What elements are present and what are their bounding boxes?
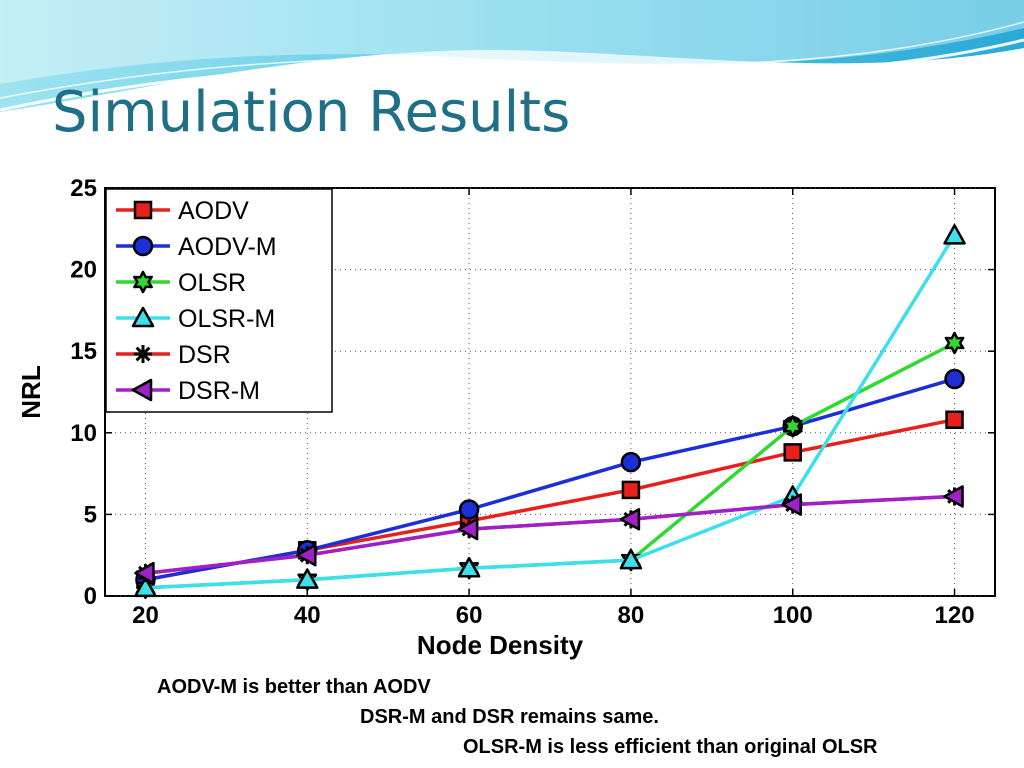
legend-label: AODV: [178, 197, 249, 225]
legend-label: OLSR-M: [178, 305, 275, 333]
x-axis-label: Node Density: [417, 630, 584, 660]
legend-box: [105, 188, 333, 413]
data-point-aodv: [945, 410, 964, 429]
data-point-aodv: [783, 443, 802, 462]
data-point-aodv-m: [944, 368, 965, 390]
data-point-dsr-m: [457, 517, 479, 541]
series-line-aodv-m: [145, 377, 955, 582]
legend: AODV AODV-M OLSR OLSR-M DSR DSR-M: [105, 188, 333, 413]
data-point-olsr-m: [457, 557, 481, 578]
data-point-aodv-m: [620, 451, 642, 473]
data-point-olsr-m: [296, 568, 319, 589]
data-point-olsr: [782, 415, 803, 438]
legend-marker: [131, 378, 153, 402]
series-line-dsr-m: [145, 494, 955, 575]
data-point-aodv: [621, 480, 641, 500]
legend-marker: [133, 200, 153, 220]
x-tick-label: 60: [456, 602, 483, 629]
note-aodv-m: AODV-M is better than AODV: [157, 676, 431, 698]
x-tick-label: 40: [294, 602, 321, 629]
legend-label: DSR: [178, 341, 231, 369]
x-tick-label: 100: [773, 602, 813, 629]
y-tick-label: 20: [70, 257, 97, 284]
header-wave-banner: [0, 0, 1024, 112]
legend-marker: [134, 345, 152, 363]
data-point-dsr-m: [781, 493, 802, 516]
series-lines: [134, 224, 966, 600]
note-dsr-m: DSR-M and DSR remains same.: [360, 706, 659, 728]
y-tick-label: 10: [70, 420, 97, 447]
data-point-olsr-m: [134, 576, 157, 598]
y-tick-label: 0: [84, 583, 97, 610]
data-point-olsr-m: [943, 224, 966, 245]
x-tick-label: 20: [132, 602, 159, 629]
slide-title: Simulation Results: [52, 80, 571, 145]
data-point-olsr: [944, 331, 965, 355]
y-tick-label: 5: [84, 501, 97, 528]
legend-label: OLSR: [178, 269, 246, 297]
legend-marker: [131, 306, 155, 328]
legend-label: AODV-M: [178, 233, 277, 261]
data-point-dsr-m: [134, 561, 155, 585]
series-line-olsr-m: [145, 234, 956, 590]
series-dsr-m: [134, 485, 964, 585]
data-point-dsr-m: [943, 485, 964, 508]
data-point-olsr-m: [619, 548, 643, 570]
data-point-aodv-m: [458, 499, 480, 520]
legend-label: DSR-M: [178, 377, 260, 405]
y-tick-label: 15: [70, 338, 97, 365]
y-tick-label: 25: [70, 175, 97, 202]
note-olsr-m: OLSR-M is less efficient than original O…: [463, 736, 878, 758]
y-axis-label: NRL: [16, 365, 46, 419]
data-point-dsr-m: [296, 543, 317, 567]
legend-marker: [133, 270, 153, 294]
x-tick-label: 120: [935, 602, 975, 629]
x-tick-label: 80: [618, 602, 645, 629]
axes: 20 40 60 80 100 120 0 5 10 15 20 25 Node Density NRL: [16, 175, 995, 660]
legend-marker: [132, 235, 154, 257]
data-point-dsr-m: [619, 508, 641, 531]
